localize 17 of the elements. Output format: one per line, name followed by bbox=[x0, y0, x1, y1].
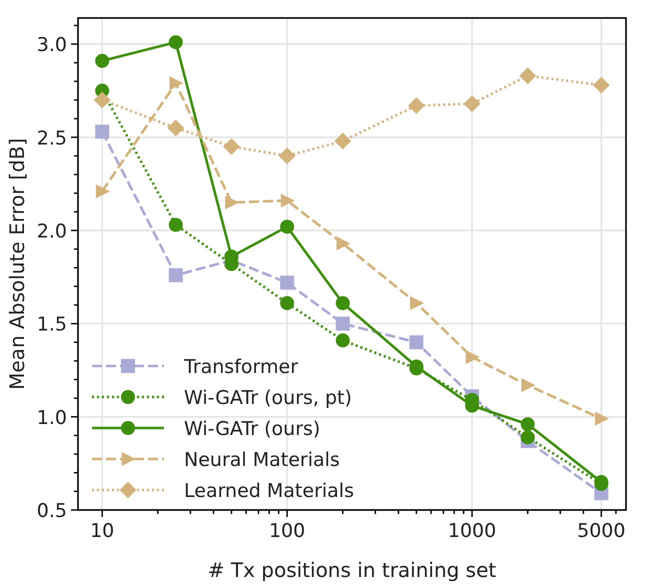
legend-label: Learned Materials bbox=[184, 480, 354, 502]
y-axis-title: Mean Absolute Error [dB] bbox=[5, 138, 29, 390]
x-tick-label: 10 bbox=[90, 520, 114, 542]
legend-label: Neural Materials bbox=[184, 449, 340, 471]
x-axis-title: # Tx positions in training set bbox=[208, 558, 496, 582]
y-tick-label: 2.0 bbox=[36, 220, 67, 242]
x-tick-label: 5000 bbox=[577, 520, 626, 542]
x-tick-label: 100 bbox=[268, 520, 306, 542]
y-tick-label: 2.5 bbox=[36, 127, 67, 150]
y-tick-label: 3.0 bbox=[36, 34, 67, 56]
legend-label: Wi-GATr (ours) bbox=[184, 418, 320, 440]
legend-label: Transformer bbox=[183, 356, 298, 378]
legend-label: Wi-GATr (ours, pt) bbox=[184, 387, 352, 409]
y-tick-label: 1.0 bbox=[36, 406, 67, 429]
y-tick-label: 1.5 bbox=[36, 314, 67, 336]
y-tick-label: 0.5 bbox=[36, 500, 67, 522]
x-tick-label: 1000 bbox=[448, 520, 496, 542]
